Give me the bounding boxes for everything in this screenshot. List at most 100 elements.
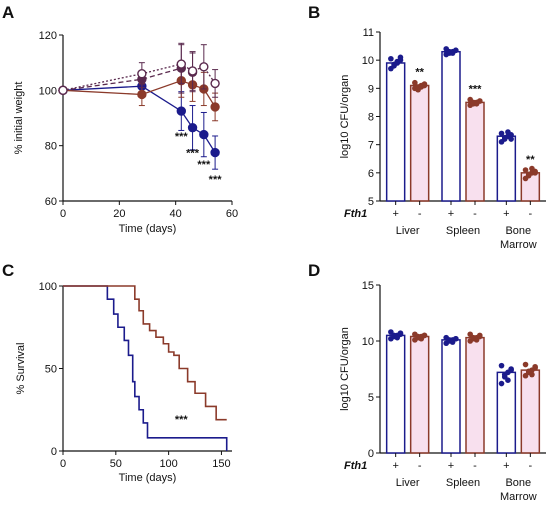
data-point [421,332,428,339]
genotype-label: - [473,460,477,472]
genotype-label: + [503,460,509,472]
data-point [532,170,538,176]
data-point [421,82,428,89]
bar [496,135,517,202]
data-point [412,79,418,86]
group-label-marrow: Marrow [500,239,537,251]
group-label-spleen: Spleen [446,477,480,489]
group-label-bone: Bone [505,477,531,489]
data-point [210,102,220,112]
data-point [501,134,508,141]
bar [385,334,406,454]
data-point [498,380,505,387]
data-point [137,89,147,100]
data-point [394,334,401,341]
genotype-label: + [448,208,454,220]
y-tick-label: 5 [368,392,374,404]
y-tick-label: 10 [362,55,374,67]
y-tick-label: 10 [362,336,374,348]
y-tick-label: 8 [368,112,374,124]
genotype-label: + [392,208,398,220]
data-point [199,62,209,72]
x-tick-label: 100 [159,458,177,470]
y-axis-title: log10 CFU/organ [339,75,351,159]
data-point [473,337,480,343]
y-tick-label: 0 [51,446,57,458]
y-tick-label: 0 [368,448,374,460]
data-point [508,136,514,142]
genotype-label: - [528,460,532,472]
bar [441,339,461,454]
data-point [199,129,209,140]
group-label-liver: Liver [396,225,420,237]
data-point [397,330,404,336]
x-tick-label: 50 [110,458,122,470]
group-label-marrow: Marrow [500,491,537,503]
genotype-label: + [392,460,398,472]
genotype-label: + [503,208,509,220]
y-tick-label: 80 [45,141,57,153]
significance-label: *** [469,83,483,95]
data-point [532,363,538,370]
genotype-label: - [418,208,422,220]
bar [465,336,485,454]
x-tick-label: 20 [113,208,125,220]
data-point [58,85,68,96]
data-point [529,165,535,172]
genotype-label: - [473,208,477,220]
significance-label: *** [197,159,211,171]
x-tick-label: 40 [170,208,182,220]
data-point [498,130,505,137]
data-point [525,171,532,178]
y-tick-label: 100 [39,85,57,97]
series-line-2 [62,67,193,91]
data-point [505,377,511,384]
y-tick-label: 11 [363,27,374,39]
data-point [453,47,459,54]
bar [385,62,406,202]
y-tick-label: 15 [362,280,374,292]
row-label-fth1: Fth1 [344,460,367,472]
data-point [176,106,187,116]
data-point [187,122,198,133]
y-tick-label: 7 [368,140,374,152]
chart-c-survival: 0 50 100 0 50 100 150 Time (days) % Survival *** [15,281,232,484]
panel-label-c: C [2,261,14,280]
data-point [477,332,483,339]
data-point [501,371,508,378]
y-tick-label: 6 [368,168,374,180]
significance-label: *** [186,148,200,160]
y-axis-title: % initial weight [13,82,25,155]
data-point [508,367,514,373]
data-point [397,54,404,61]
significance-label: ** [415,67,424,79]
data-point [505,129,511,135]
x-axis-title: Time (days) [119,472,177,484]
x-tick-label: 0 [60,458,66,470]
y-tick-label: 50 [45,364,57,376]
significance-label: *** [175,414,189,426]
data-point [498,362,505,369]
genotype-label: + [448,460,454,472]
x-tick-label: 150 [212,458,230,470]
chart-b-cfu: 5 6 7 8 9 10 11 log10 CFU/organ + - ** + - *** + - ** Fth… [339,27,546,251]
x-tick-label: 60 [226,208,238,220]
data-point [210,147,220,158]
data-point [394,58,401,65]
bar [520,369,541,454]
chart-d-cfu: 0 5 10 15 log10 CFU/organ + - + - + - Fth1 Liver Sple… [339,280,546,503]
genotype-label: - [528,208,532,220]
data-point [388,55,394,62]
y-axis-title: log10 CFU/organ [339,327,351,411]
data-point [176,59,187,69]
data-point [210,78,220,89]
significance-label: ** [526,154,535,166]
significance-label: *** [209,174,223,186]
data-point [529,371,535,378]
panel-label-a: A [2,3,14,22]
survival-curve-0 [63,285,228,451]
y-tick-label: 5 [368,196,374,208]
panel-label-d: D [308,261,320,280]
group-label-liver: Liver [396,477,420,489]
